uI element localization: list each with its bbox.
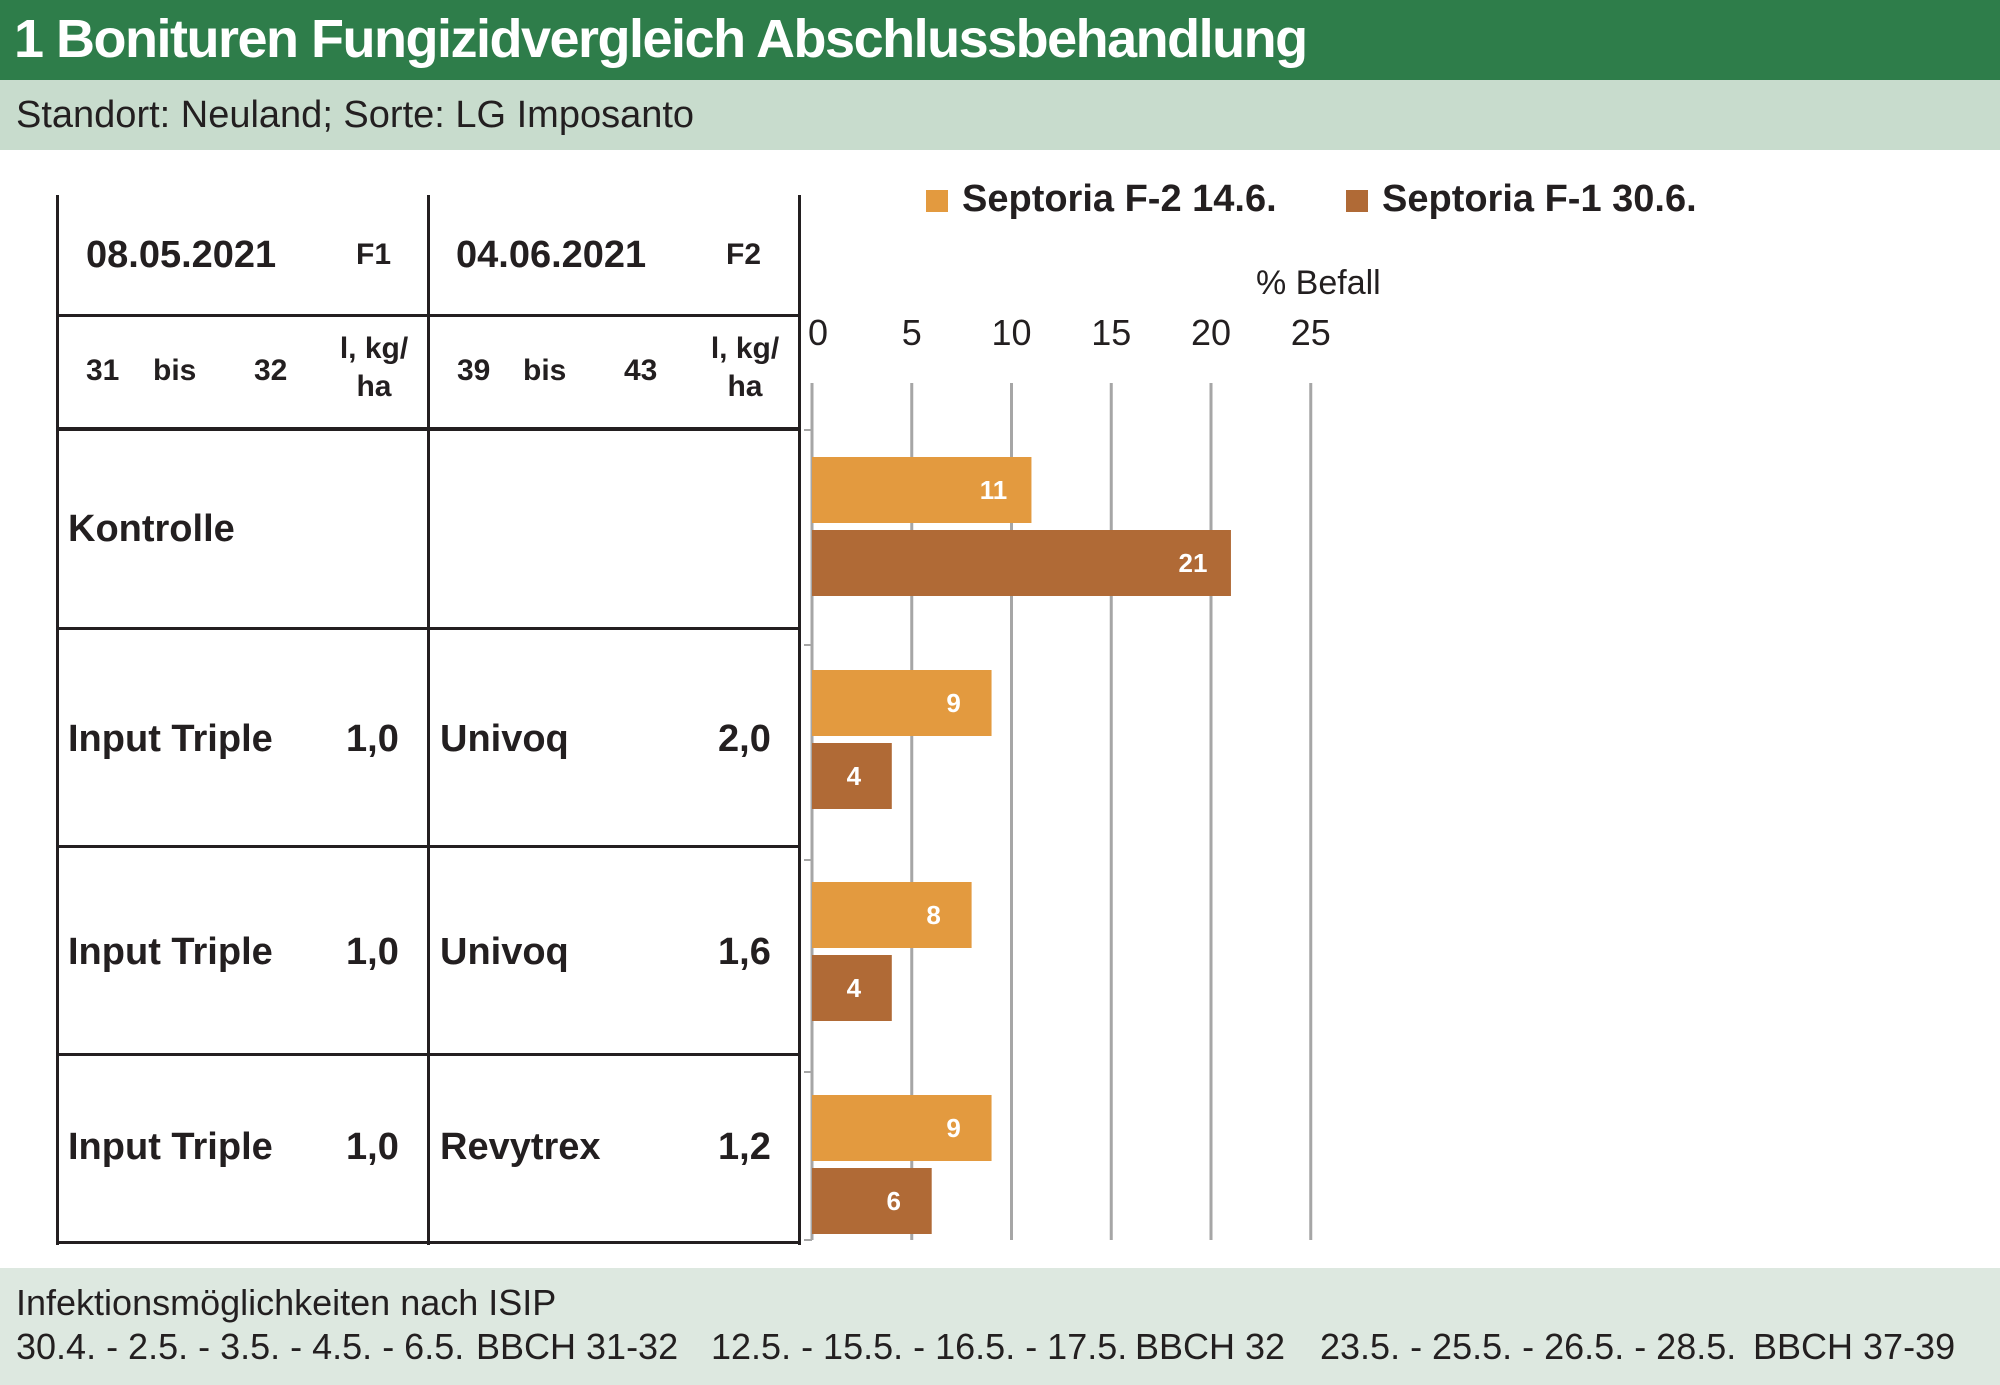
row-1-product1: Kontrolle <box>68 508 235 550</box>
x-tick-label: 25 <box>1290 312 1331 353</box>
f1-date: 08.05.2021 <box>86 234 277 276</box>
bar-value-label: 8 <box>926 900 940 930</box>
f1-bbch-to: 32 <box>254 354 288 387</box>
legend-label-series-1: Septoria F-2 14.6. <box>962 178 1277 220</box>
x-tick-label: 0 <box>807 312 829 353</box>
footer-period-2-dates: 12.5. - 15.5. - 16.5. - 17.5. <box>711 1326 1128 1367</box>
f2-date: 04.06.2021 <box>456 234 647 276</box>
bar-1-4 <box>812 1095 992 1161</box>
x-tick-label: 5 <box>901 312 922 353</box>
f2-bis: bis <box>523 354 567 387</box>
table-divider-middle <box>427 195 430 1245</box>
row-3-rate1: 1,0 <box>346 931 399 973</box>
legend-swatch-series-1 <box>926 190 948 212</box>
f1-unit-line1: l, kg/ <box>339 332 409 365</box>
table-border-left <box>56 195 59 1245</box>
footer-bar: Infektionsmöglichkeiten nach ISIP 30.4. … <box>0 1268 2000 1385</box>
bar-value-label: 9 <box>946 688 960 718</box>
legend-swatch-series-2 <box>1346 190 1368 212</box>
f2-code: F2 <box>726 238 762 271</box>
bar-1-3 <box>812 882 972 948</box>
bar-1-2 <box>812 670 992 736</box>
bar-2-3 <box>812 955 892 1021</box>
x-tick-label: 10 <box>991 312 1032 353</box>
table-header-divider <box>56 314 801 317</box>
table-row-divider <box>56 627 801 630</box>
f2-bbch-to: 43 <box>624 354 658 387</box>
table-row-divider <box>56 845 801 848</box>
bar-value-label: 4 <box>847 973 862 1003</box>
bar-1-1 <box>812 457 1032 523</box>
f2-bbch-from: 39 <box>457 354 491 387</box>
bar-value-label: 21 <box>1178 548 1207 578</box>
footer-period-2-bbch: BBCH 32 <box>1135 1326 1286 1367</box>
subtitle-bar: Standort: Neuland; Sorte: LG Imposanto <box>0 80 2000 150</box>
table-row-divider <box>56 1053 801 1056</box>
bar-value-label: 4 <box>847 761 862 791</box>
x-tick-label: 20 <box>1190 312 1232 353</box>
f1-bbch-from: 31 <box>86 354 120 387</box>
bar-value-label: 9 <box>946 1113 960 1143</box>
table-border-bottom <box>56 1241 801 1244</box>
row-3-rate2: 1,6 <box>718 931 771 973</box>
f1-unit: l, kg/ ha <box>330 330 418 406</box>
f1-unit-line2: ha <box>356 370 392 403</box>
row-4-rate2: 1,2 <box>718 1126 771 1168</box>
chart-title: 1 Bonituren Fungizidvergleich Abschlussb… <box>14 9 1308 69</box>
footer-period-3-bbch: BBCH 37-39 <box>1753 1326 1956 1367</box>
row-3-product2: Univoq <box>440 931 569 973</box>
row-4-product2: Revytrex <box>440 1126 601 1168</box>
footer-period-1-dates: 30.4. - 2.5. - 3.5. - 4.5. - 6.5. <box>16 1326 465 1367</box>
title-bar: 1 Bonituren Fungizidvergleich Abschlussb… <box>0 0 2000 80</box>
footer-period-3-dates: 23.5. - 25.5. - 26.5. - 28.5. <box>1320 1326 1737 1367</box>
footer-period-1-bbch: BBCH 31-32 <box>476 1326 679 1367</box>
chart-subtitle: Standort: Neuland; Sorte: LG Imposanto <box>16 94 695 136</box>
table-border-right <box>798 195 801 1245</box>
bar-2-4 <box>812 1168 932 1234</box>
f2-unit: l, kg/ ha <box>701 330 789 406</box>
f1-bis: bis <box>153 354 197 387</box>
f2-unit-line1: l, kg/ <box>710 332 780 365</box>
x-axis-title: % Befall <box>1256 264 1381 302</box>
row-2-rate1: 1,0 <box>346 718 399 760</box>
row-4-product1: Input Triple <box>68 1126 273 1168</box>
bar-2-2 <box>812 743 892 809</box>
bar-2-1 <box>812 530 1231 596</box>
row-2-product2: Univoq <box>440 718 569 760</box>
f2-unit-line2: ha <box>727 370 763 403</box>
footer-title: Infektionsmöglichkeiten nach ISIP <box>16 1282 557 1323</box>
legend-label-series-2: Septoria F-1 30.6. <box>1382 178 1697 220</box>
bar-value-label: 6 <box>886 1186 900 1216</box>
f1-code: F1 <box>356 238 392 271</box>
row-2-product1: Input Triple <box>68 718 273 760</box>
row-4-rate1: 1,0 <box>346 1126 399 1168</box>
x-tick-label: 15 <box>1091 312 1132 353</box>
row-3-product1: Input Triple <box>68 931 273 973</box>
row-2-rate2: 2,0 <box>718 718 771 760</box>
table-header-bottom <box>56 427 801 431</box>
bar-value-label: 11 <box>980 475 1008 505</box>
